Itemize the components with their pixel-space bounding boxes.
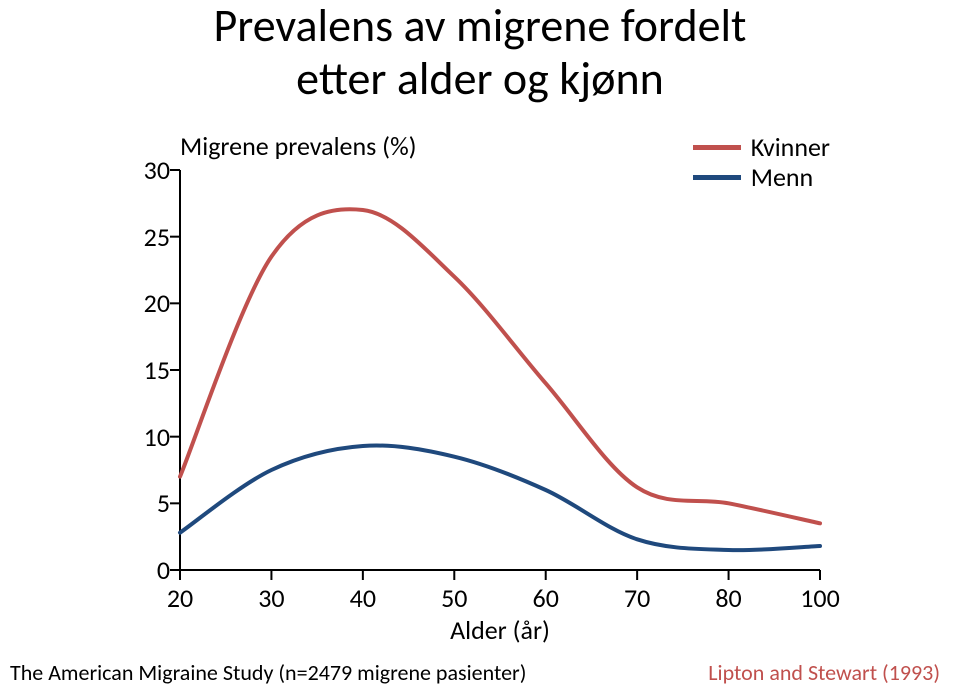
y-tick-label: 10 bbox=[130, 421, 170, 453]
y-tick-label: 5 bbox=[130, 487, 170, 519]
x-tick-label: 50 bbox=[441, 582, 467, 614]
page-title: Prevalens av migrene fordelt etter alder… bbox=[0, 0, 960, 106]
x-tick-label: 20 bbox=[167, 582, 193, 614]
y-tick-label: 0 bbox=[130, 554, 170, 586]
y-tick-label: 30 bbox=[130, 154, 170, 186]
footer-citation-right: Lipton and Stewart (1993) bbox=[708, 659, 940, 686]
title-line-1: Prevalens av migrene fordelt bbox=[214, 0, 747, 54]
x-axis-title: Alder (år) bbox=[450, 614, 550, 646]
x-tick-label: 30 bbox=[258, 582, 284, 614]
y-tick-label: 25 bbox=[130, 221, 170, 253]
x-tick-label: 80 bbox=[715, 582, 741, 614]
chart-svg bbox=[120, 130, 840, 590]
x-tick-label: 100 bbox=[800, 582, 840, 614]
x-tick-label: 40 bbox=[350, 582, 376, 614]
x-tick-label: 70 bbox=[624, 582, 650, 614]
slide: Prevalens av migrene fordelt etter alder… bbox=[0, 0, 960, 698]
x-tick-label: 60 bbox=[533, 582, 559, 614]
prevalence-chart: Migrene prevalens (%) Kvinner Menn 05101… bbox=[120, 130, 860, 630]
y-tick-label: 15 bbox=[130, 354, 170, 386]
footer-citation-left: The American Migraine Study (n=2479 migr… bbox=[10, 659, 526, 686]
y-tick-label: 20 bbox=[130, 287, 170, 319]
title-line-2: etter alder og kjønn bbox=[296, 51, 664, 107]
